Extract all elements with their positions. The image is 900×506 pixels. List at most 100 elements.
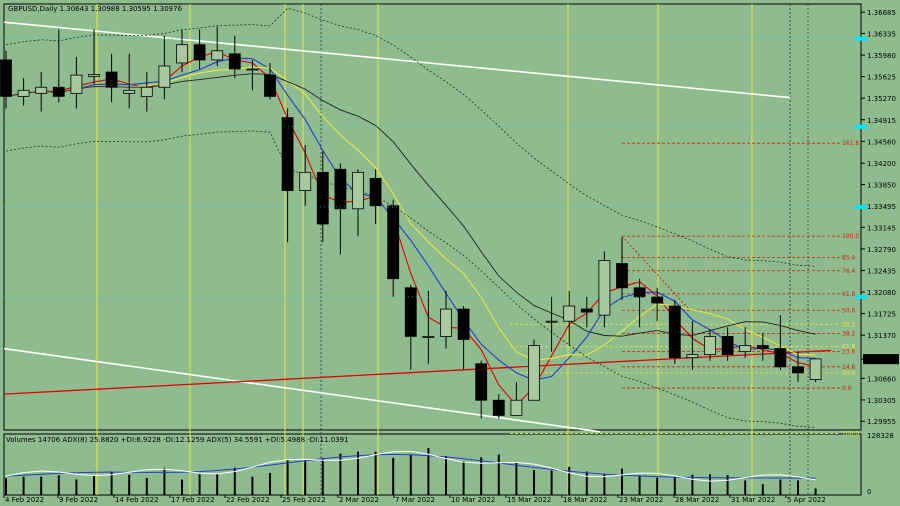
candle[interactable] (176, 29, 188, 73)
channel-lower-line[interactable] (3, 347, 601, 433)
candle[interactable] (105, 53, 118, 103)
candle[interactable] (792, 351, 804, 382)
candle-body (580, 308, 593, 313)
fib-anchor-line (621, 235, 691, 311)
price-axis-label: 1.32790 (867, 246, 896, 254)
candle-body (492, 399, 505, 416)
candle[interactable] (369, 169, 382, 224)
candle-body (352, 171, 364, 210)
candle[interactable] (510, 381, 523, 416)
date-axis-label: 25 Feb 2022 (282, 496, 326, 504)
candle-body (228, 53, 241, 70)
candle[interactable] (545, 296, 558, 352)
fib-level-label: 0.0 (842, 385, 852, 392)
date-axis-label: 5 Apr 2022 (787, 496, 826, 504)
candle-body (246, 68, 259, 71)
candle[interactable] (756, 333, 769, 361)
candle-body (17, 89, 30, 97)
candle[interactable] (563, 290, 576, 346)
candle[interactable] (281, 108, 294, 243)
candle[interactable] (228, 35, 241, 79)
candle[interactable] (387, 199, 400, 297)
candle[interactable] (598, 251, 611, 328)
candle[interactable] (35, 72, 48, 112)
fib-level-label: 61.8 (842, 344, 856, 351)
candle-body (334, 168, 347, 210)
candle[interactable] (52, 29, 65, 103)
fib-level-label: 100.0 (842, 233, 859, 240)
candle[interactable] (739, 327, 752, 358)
candle-body (475, 363, 488, 401)
candle-body (140, 86, 153, 97)
candle-body (686, 354, 699, 359)
date-axis-label: 31 Mar 2022 (731, 496, 775, 504)
candle-body (211, 50, 224, 61)
candle-body (52, 86, 65, 97)
candle-body (404, 287, 417, 337)
candle[interactable] (704, 330, 716, 361)
candle-body (88, 74, 100, 77)
date-axis-label: 28 Mar 2022 (675, 496, 719, 504)
candle-body (704, 336, 716, 356)
date-axis-label: 9 Feb 2022 (59, 496, 98, 504)
candle[interactable] (422, 290, 435, 364)
candle-body (316, 171, 329, 225)
candle[interactable] (88, 29, 100, 85)
candle-body (70, 74, 83, 94)
candle[interactable] (0, 50, 12, 109)
candle-body (651, 296, 664, 304)
candle[interactable] (246, 59, 259, 91)
candle[interactable] (809, 358, 822, 382)
fib-level-label: 76.4 (842, 268, 856, 275)
candle[interactable] (475, 360, 488, 419)
candle-body (598, 260, 611, 316)
date-axis-label: 14 Feb 2022 (115, 496, 159, 504)
candle-body (668, 305, 681, 359)
candle[interactable] (528, 339, 540, 401)
candle[interactable] (211, 26, 224, 66)
price-axis-label: 1.33145 (867, 224, 896, 232)
price-axis-label: 1.36685 (867, 9, 896, 17)
price-axis-label: 1.35980 (867, 52, 896, 60)
candle[interactable] (457, 306, 470, 370)
candle[interactable] (651, 287, 664, 322)
candle[interactable] (17, 78, 30, 106)
fib-level-label: 50.0 (842, 370, 856, 377)
candle[interactable] (440, 290, 452, 349)
candle[interactable] (70, 56, 83, 109)
candle[interactable] (633, 278, 646, 328)
candle[interactable] (492, 394, 505, 419)
candle-body (457, 308, 470, 340)
indicator-scale-top: 128328 (867, 432, 894, 440)
candle[interactable] (580, 296, 593, 328)
candle[interactable] (616, 237, 628, 300)
band-upper (5, 7, 816, 267)
candle-body (510, 399, 523, 416)
date-axis-label: 18 Mar 2022 (563, 496, 607, 504)
candle[interactable] (140, 72, 153, 112)
candle-body (792, 366, 804, 374)
candle-body (422, 336, 435, 338)
candle[interactable] (668, 299, 681, 364)
price-axis-label: 1.35270 (867, 95, 896, 103)
candle[interactable] (264, 62, 276, 100)
candle[interactable] (334, 163, 347, 255)
candle[interactable] (123, 53, 136, 109)
date-axis-label: 10 Mar 2022 (451, 496, 495, 504)
candle[interactable] (193, 29, 206, 70)
candle[interactable] (686, 321, 699, 370)
candle[interactable] (721, 327, 734, 361)
channel-upper-line[interactable] (3, 21, 791, 99)
candle-body (809, 358, 822, 380)
candle[interactable] (352, 169, 364, 237)
candle[interactable] (774, 315, 787, 370)
candle-body (193, 44, 206, 61)
candle[interactable] (299, 144, 312, 206)
indicator-header: Volumes 14706 ADX(8) 25.8820 +DI:6.9228 … (6, 436, 349, 444)
candle[interactable] (158, 35, 171, 100)
candle[interactable] (316, 151, 329, 243)
candle-body (158, 65, 171, 88)
candle[interactable] (404, 284, 417, 370)
